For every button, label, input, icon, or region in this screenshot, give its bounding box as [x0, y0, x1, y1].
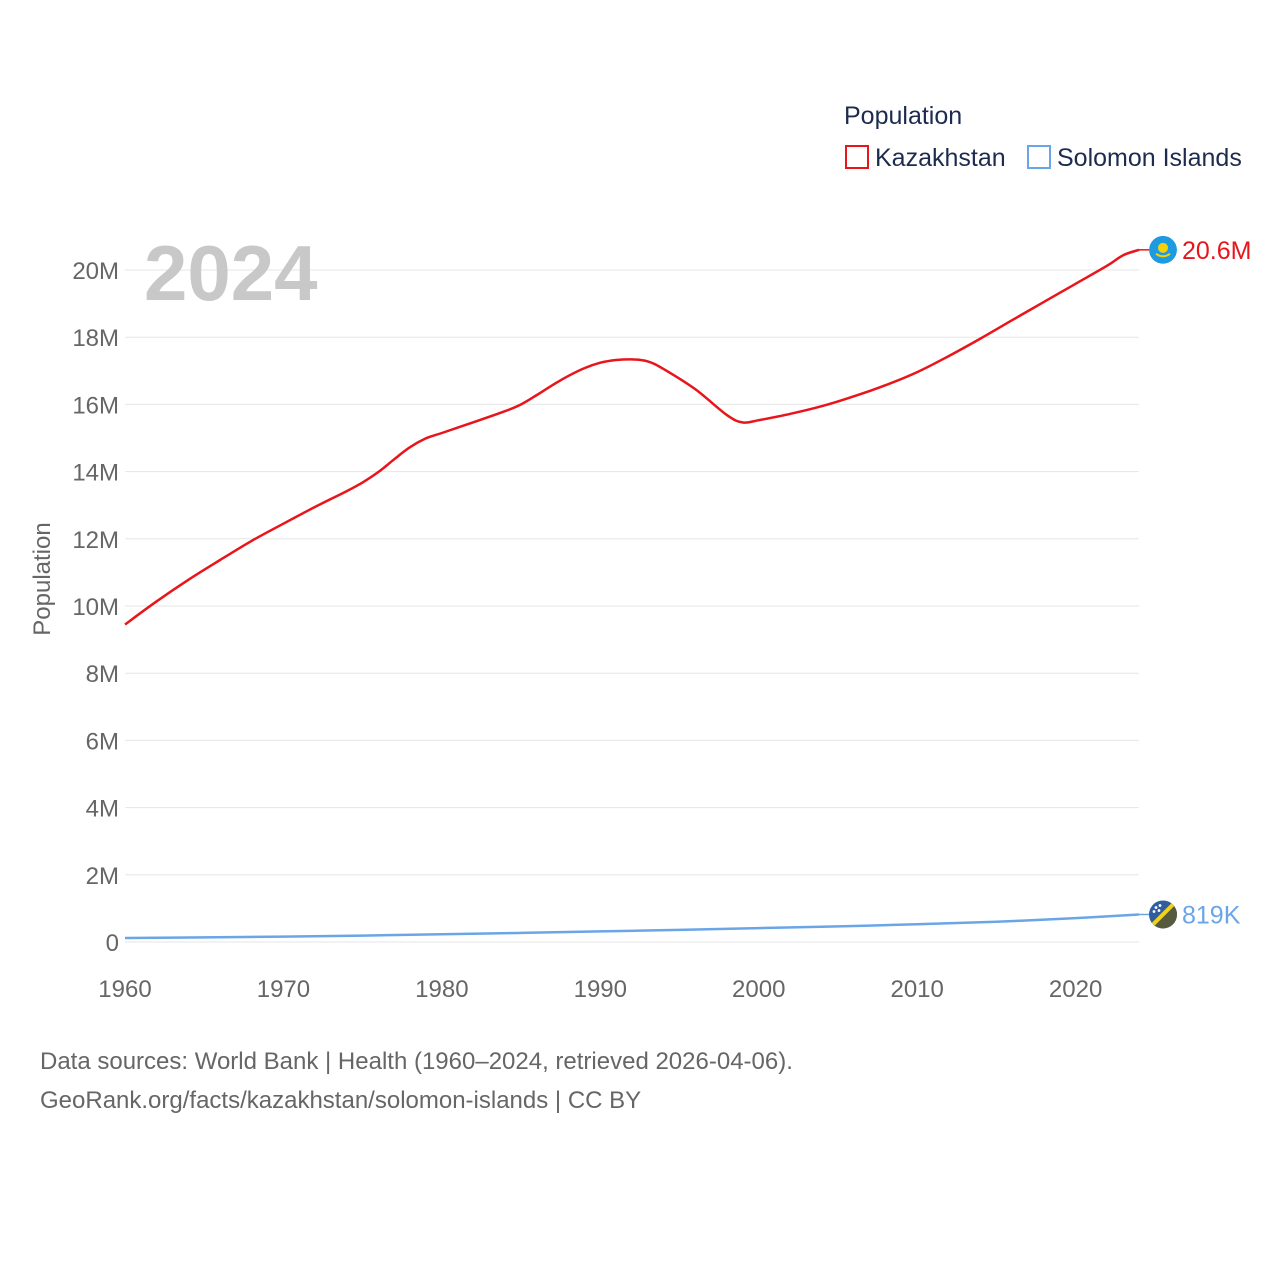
y-tick-label: 18M: [72, 325, 119, 352]
kazakhstan-flag-icon: [1149, 235, 1177, 264]
legend-label-kazakhstan: Kazakhstan: [875, 144, 1006, 172]
gridlines: [125, 269, 1139, 943]
x-tick-label: 2020: [1049, 976, 1102, 1003]
series-line-solomon-islands: [124, 913, 1140, 940]
y-tick-label: 4M: [86, 796, 119, 823]
y-tick-label: 0: [106, 930, 119, 957]
legend: Kazakhstan Solomon Islands: [845, 144, 1242, 172]
x-tick-label: 1970: [257, 976, 310, 1003]
legend-label-solomon-islands: Solomon Islands: [1057, 144, 1242, 172]
x-tick-label: 2000: [732, 976, 785, 1003]
y-tick-label: 14M: [72, 460, 119, 487]
series-line-kazakhstan: [124, 248, 1140, 626]
y-tick-label: 12M: [72, 527, 119, 554]
year-label: 2024: [144, 229, 318, 317]
x-tick-label: 1980: [415, 976, 468, 1003]
x-tick-label: 1960: [98, 976, 151, 1003]
y-tick-label: 2M: [86, 863, 119, 890]
source-line-2: GeoRank.org/facts/kazakhstan/solomon-isl…: [40, 1087, 641, 1114]
y-tick-label: 8M: [86, 661, 119, 688]
legend-title: Population: [844, 102, 962, 130]
x-axis-ticks: 1960 1970 1980 1990 2000 2010 2020: [98, 976, 1102, 1003]
solomon-islands-flag-icon: [1149, 900, 1177, 929]
source-line-1: Data sources: World Bank | Health (1960–…: [40, 1048, 793, 1075]
end-label-kazakhstan: 20.6M: [1182, 237, 1251, 265]
y-tick-label: 10M: [72, 594, 119, 621]
x-tick-label: 1990: [574, 976, 627, 1003]
y-axis-label: Population: [29, 522, 56, 635]
end-label-solomon-islands: 819K: [1182, 901, 1241, 929]
legend-swatch-solomon-islands: [1027, 145, 1051, 169]
y-axis-ticks: 0 2M 4M 6M 8M 10M 12M 14M 16M 18M 20M: [72, 258, 119, 957]
y-tick-label: 16M: [72, 392, 119, 419]
legend-swatch-kazakhstan: [845, 145, 869, 169]
y-tick-label: 20M: [72, 258, 119, 285]
x-tick-label: 2010: [890, 976, 943, 1003]
y-tick-label: 6M: [86, 728, 119, 755]
